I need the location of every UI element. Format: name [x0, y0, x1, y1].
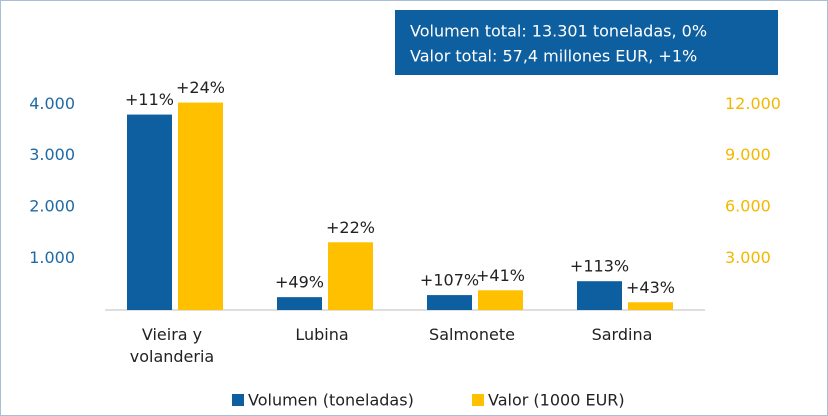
- x-tick-label: Salmonete: [429, 325, 515, 344]
- change-label: +11%: [125, 90, 174, 109]
- y2-tick-label: 12.000: [725, 94, 781, 113]
- bar: [127, 114, 172, 310]
- bar: [577, 281, 622, 310]
- change-label: +22%: [326, 218, 375, 237]
- legend-label: Volumen (toneladas): [248, 391, 414, 410]
- y2-tick-label: 9.000: [725, 145, 771, 164]
- change-label: +24%: [176, 78, 225, 97]
- annotation-box: [395, 10, 778, 75]
- x-tick-label: Vieira y volanderia: [129, 325, 215, 366]
- change-label: +41%: [476, 266, 525, 285]
- change-label: +107%: [420, 271, 479, 290]
- bar: [328, 242, 373, 310]
- bar: [277, 297, 322, 310]
- y-tick-label: 4.000: [29, 94, 75, 113]
- y2-tick-label: 3.000: [725, 248, 771, 267]
- y-tick-label: 2.000: [29, 197, 75, 216]
- bar: [478, 290, 523, 310]
- bar: [178, 102, 223, 310]
- bar: [628, 302, 673, 310]
- y2-tick-label: 6.000: [725, 197, 771, 216]
- legend-swatch: [472, 394, 484, 406]
- change-label: +113%: [570, 257, 629, 276]
- y-tick-label: 3.000: [29, 145, 75, 164]
- change-label: +43%: [626, 278, 675, 297]
- change-label: +49%: [275, 273, 324, 292]
- annotation: Valor total: 57,4 millones EUR, +1%: [410, 47, 697, 66]
- annotation: Volumen total: 13.301 toneladas, 0%: [410, 22, 707, 41]
- bar: [427, 295, 472, 310]
- x-tick-label: Sardina: [591, 325, 653, 344]
- legend-swatch: [232, 394, 244, 406]
- x-tick-label: Lubina: [295, 325, 349, 344]
- y-tick-label: 1.000: [29, 248, 75, 267]
- legend-label: Valor (1000 EUR): [488, 391, 625, 410]
